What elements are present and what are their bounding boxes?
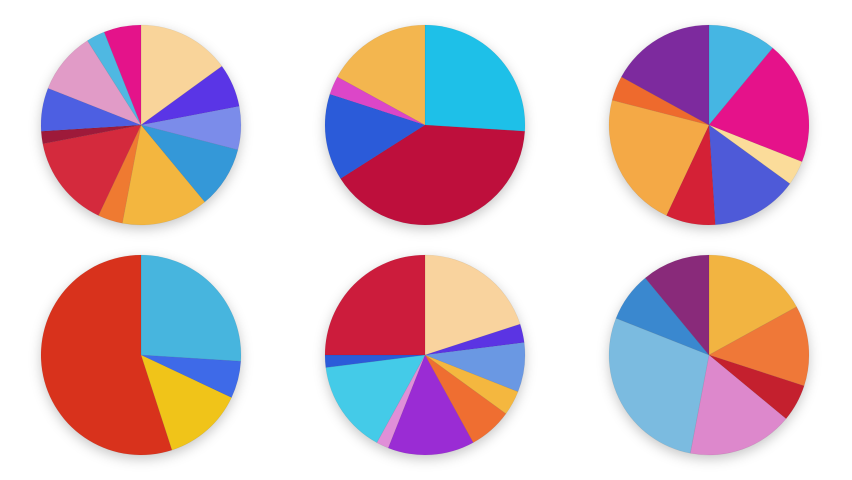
pie-slice bbox=[121, 124, 206, 226]
pie bbox=[324, 24, 526, 226]
pie-slice bbox=[336, 24, 426, 126]
pie-slice bbox=[329, 76, 426, 126]
pie-slice bbox=[424, 254, 521, 356]
pie-slice bbox=[98, 124, 142, 224]
pie bbox=[40, 254, 242, 456]
pie-slice bbox=[666, 124, 716, 226]
pie-slice bbox=[424, 354, 519, 415]
pie-slice bbox=[708, 306, 810, 387]
pie bbox=[324, 254, 526, 456]
pie-slice bbox=[708, 354, 805, 420]
pie-slice bbox=[611, 76, 710, 126]
pie bbox=[608, 24, 810, 226]
pie-slice bbox=[103, 24, 142, 126]
pie-slice bbox=[608, 99, 710, 216]
pie bbox=[608, 254, 810, 456]
pie-slice bbox=[620, 24, 710, 126]
pie-slice bbox=[424, 342, 526, 393]
pie-slice bbox=[387, 354, 474, 456]
pie-slice bbox=[140, 354, 232, 451]
pie-slice bbox=[424, 323, 525, 356]
pie-slice bbox=[689, 354, 787, 456]
pie-slice bbox=[708, 124, 803, 185]
pie-slice bbox=[40, 87, 142, 132]
pie-slice bbox=[708, 47, 810, 163]
pie-slice bbox=[340, 124, 526, 226]
pie-slice bbox=[376, 354, 426, 449]
pie-slice bbox=[140, 24, 223, 126]
pie-slice bbox=[140, 254, 242, 362]
pie-slice bbox=[40, 254, 173, 456]
pie-slice bbox=[324, 254, 426, 356]
pie-slice bbox=[42, 124, 142, 216]
pie-slice bbox=[140, 105, 242, 151]
pie bbox=[40, 24, 242, 226]
pie-slice bbox=[424, 354, 507, 444]
pie-slice bbox=[708, 254, 798, 356]
pie-slice bbox=[324, 93, 426, 179]
pie-slice bbox=[40, 124, 142, 145]
pie-slice bbox=[615, 277, 710, 356]
pie-slice bbox=[708, 24, 774, 126]
pie-slice bbox=[87, 31, 142, 126]
pie-slice bbox=[140, 65, 240, 126]
pie-slice bbox=[644, 254, 710, 356]
pie-slice bbox=[140, 354, 242, 398]
pie-slice bbox=[47, 40, 142, 126]
pie-slice bbox=[325, 354, 426, 444]
pie-slice bbox=[708, 124, 791, 226]
pie-slice bbox=[140, 124, 239, 203]
pie-slice bbox=[608, 317, 710, 454]
pie-slice bbox=[424, 24, 526, 132]
pie-slice bbox=[324, 354, 426, 368]
